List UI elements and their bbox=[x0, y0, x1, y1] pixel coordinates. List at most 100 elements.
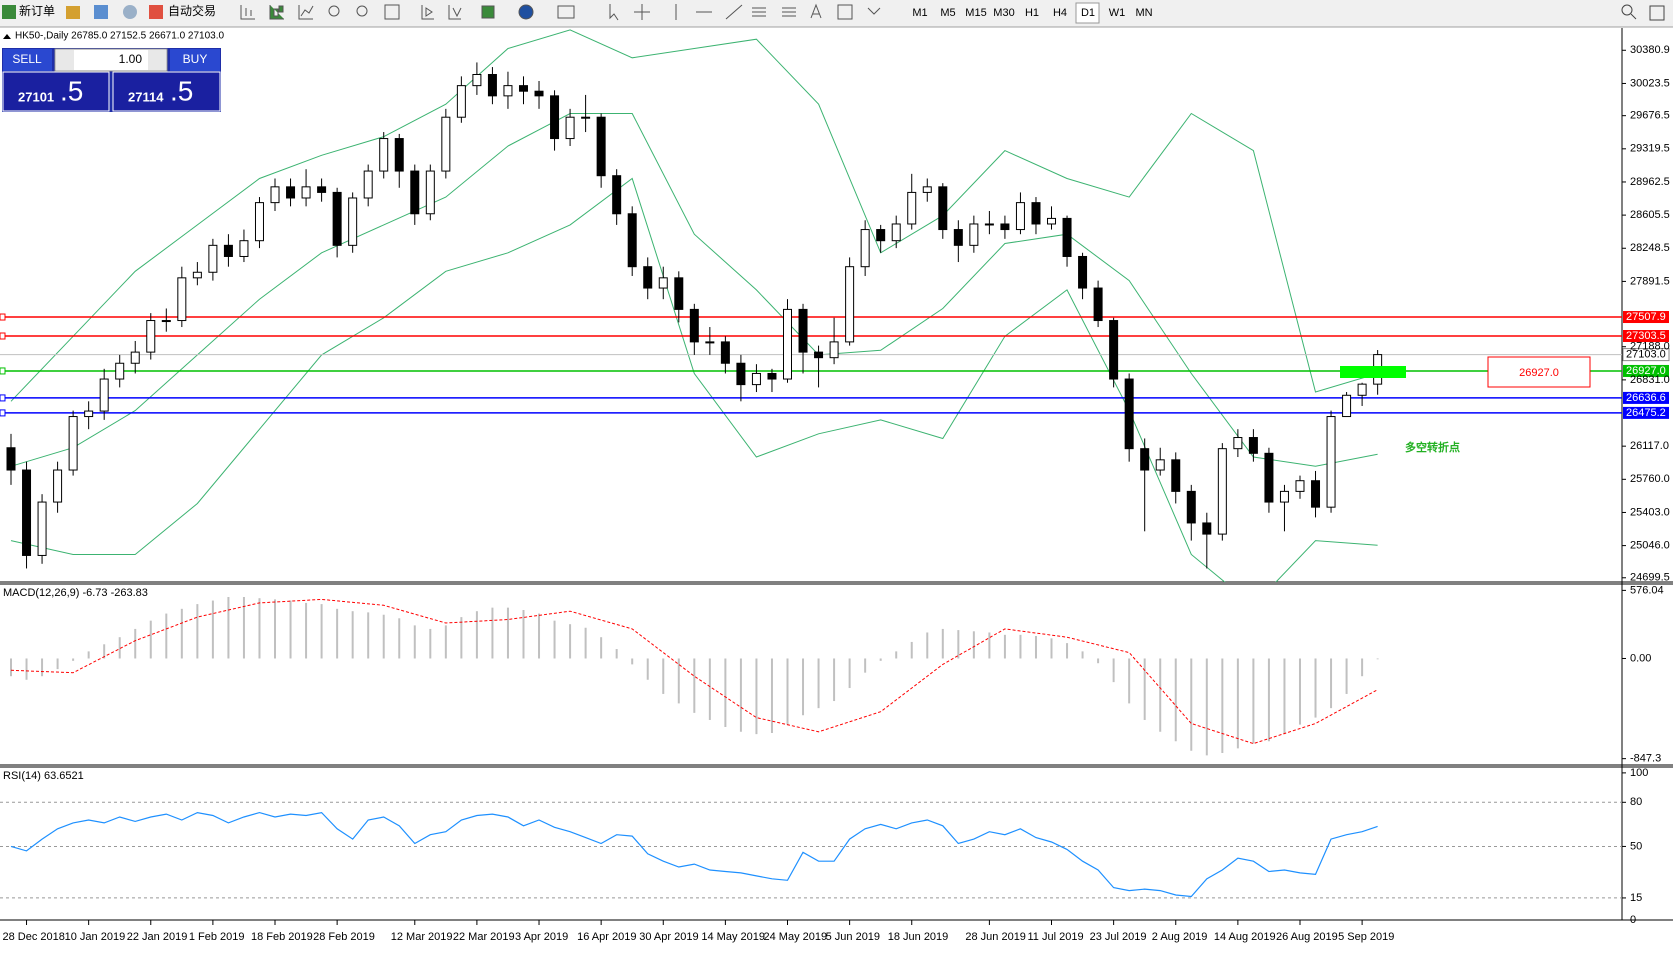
candle-body bbox=[658, 277, 668, 289]
candle-body bbox=[239, 240, 249, 257]
lot-increase[interactable] bbox=[148, 50, 166, 70]
candle-body bbox=[829, 341, 839, 359]
period-button[interactable]: M30 bbox=[993, 7, 1014, 19]
y-tick-label: 24699.5 bbox=[1630, 572, 1670, 584]
account-icon[interactable] bbox=[1649, 5, 1665, 21]
trendline-icon[interactable] bbox=[725, 4, 743, 20]
candle-body bbox=[643, 266, 653, 289]
y-tick-label: 0.00 bbox=[1630, 652, 1651, 664]
auto-trading-icon[interactable] bbox=[149, 5, 163, 19]
toolbar-icon[interactable] bbox=[66, 6, 80, 19]
fibo-icon[interactable] bbox=[782, 7, 796, 17]
candle-body bbox=[1155, 459, 1165, 471]
line-icon[interactable] bbox=[298, 5, 314, 20]
sell-pips[interactable]: .5 bbox=[60, 75, 83, 106]
candle-body bbox=[1295, 480, 1305, 492]
shift-icon[interactable] bbox=[421, 5, 434, 20]
candle-body bbox=[1326, 416, 1336, 508]
period-button[interactable]: D1 bbox=[1081, 7, 1095, 19]
buy-price[interactable]: 27114 bbox=[128, 89, 164, 104]
period-button[interactable]: MN bbox=[1135, 7, 1152, 19]
collapse-arrow[interactable] bbox=[3, 34, 11, 39]
channel-icon[interactable] bbox=[752, 7, 766, 17]
period-button[interactable]: M15 bbox=[965, 7, 986, 19]
x-tick-label: 2 Aug 2019 bbox=[1152, 931, 1208, 943]
arrows-icon[interactable] bbox=[867, 7, 881, 15]
toolbar-icon[interactable] bbox=[94, 5, 108, 19]
candle-body bbox=[317, 186, 327, 193]
buy-price-box[interactable] bbox=[112, 71, 221, 112]
auto-trading-button[interactable]: 自动交易 bbox=[168, 3, 216, 18]
sell-price[interactable]: 27101 bbox=[18, 89, 54, 104]
x-tick-label: 22 Jan 2019 bbox=[127, 931, 188, 943]
y-tick-label: -847.3 bbox=[1630, 753, 1661, 765]
tile-icon[interactable] bbox=[384, 4, 400, 20]
level-label: 27303.5 bbox=[1626, 330, 1666, 342]
bar-chart-icon[interactable] bbox=[240, 5, 255, 20]
x-tick-label: 24 May 2019 bbox=[764, 931, 828, 943]
period-button[interactable]: H1 bbox=[1025, 7, 1039, 19]
candle-icon[interactable] bbox=[269, 5, 284, 20]
candle-body bbox=[1357, 383, 1367, 396]
templates-icon[interactable] bbox=[557, 5, 575, 19]
y-tick-label: 27891.5 bbox=[1630, 275, 1670, 287]
period-button[interactable]: W1 bbox=[1109, 7, 1126, 19]
y-tick-label: 25403.0 bbox=[1630, 506, 1670, 518]
candle-body bbox=[705, 341, 715, 344]
candle-body bbox=[1217, 448, 1227, 535]
x-tick-label: 10 Jan 2019 bbox=[65, 931, 126, 943]
candle-body bbox=[1279, 490, 1289, 503]
candle-body bbox=[68, 416, 78, 471]
level-label-box bbox=[1623, 330, 1669, 343]
candle-body bbox=[456, 85, 466, 118]
crosshair-icon[interactable] bbox=[634, 4, 650, 20]
x-tick-label: 18 Feb 2019 bbox=[251, 931, 313, 943]
candle-body bbox=[612, 175, 622, 215]
lot-value[interactable]: 1.00 bbox=[119, 52, 143, 66]
zoom-in-icon[interactable] bbox=[328, 5, 340, 17]
lot-decrease[interactable] bbox=[56, 50, 74, 70]
last-price-label: 27103.0 bbox=[1626, 349, 1666, 361]
candle-body bbox=[860, 229, 870, 268]
new-order-icon[interactable] bbox=[2, 5, 16, 19]
y-tick-label: 28962.5 bbox=[1630, 176, 1670, 188]
x-tick-label: 1 Feb 2019 bbox=[189, 931, 245, 943]
y-tick-label: 26117.0 bbox=[1630, 440, 1669, 452]
lot-input[interactable] bbox=[54, 48, 168, 72]
buy-button[interactable] bbox=[170, 49, 220, 71]
x-tick-label: 23 Jul 2019 bbox=[1090, 931, 1147, 943]
y-tick-label: 29676.5 bbox=[1630, 110, 1670, 122]
candle-body bbox=[22, 469, 32, 556]
candle-body bbox=[922, 186, 932, 193]
period-button[interactable]: M5 bbox=[940, 7, 955, 19]
period-button[interactable]: M1 bbox=[912, 7, 927, 19]
x-tick-label: 30 Apr 2019 bbox=[639, 931, 698, 943]
candle-body bbox=[208, 244, 218, 273]
candle-body bbox=[1047, 217, 1057, 225]
new-order-button[interactable]: 新订单 bbox=[19, 3, 55, 18]
candle-body bbox=[891, 223, 901, 242]
sell-price-box[interactable] bbox=[2, 71, 110, 112]
buy-pips[interactable]: .5 bbox=[170, 75, 193, 106]
level-label: 26927.0 bbox=[1626, 365, 1666, 377]
x-tick-label: 16 Apr 2019 bbox=[577, 931, 636, 943]
period-button[interactable]: H4 bbox=[1053, 7, 1067, 19]
candle-body bbox=[146, 320, 156, 353]
x-tick-label: 11 Jul 2019 bbox=[1028, 931, 1084, 943]
periods-icon[interactable] bbox=[518, 4, 534, 20]
autoscroll-icon[interactable] bbox=[448, 5, 462, 20]
sell-label[interactable]: SELL bbox=[12, 52, 42, 66]
zoom-out-icon[interactable] bbox=[356, 5, 368, 17]
candle-body bbox=[720, 341, 730, 364]
text-icon[interactable] bbox=[810, 3, 822, 19]
buy-label[interactable]: BUY bbox=[183, 52, 208, 66]
sell-button[interactable] bbox=[3, 49, 52, 71]
indicators-icon[interactable] bbox=[481, 5, 495, 19]
candle-body bbox=[783, 308, 792, 380]
toolbar-icon[interactable] bbox=[123, 5, 137, 19]
candle-body bbox=[518, 85, 528, 92]
search-icon[interactable] bbox=[1621, 4, 1633, 16]
cursor-icon[interactable] bbox=[609, 4, 619, 21]
label-icon[interactable] bbox=[837, 4, 853, 20]
